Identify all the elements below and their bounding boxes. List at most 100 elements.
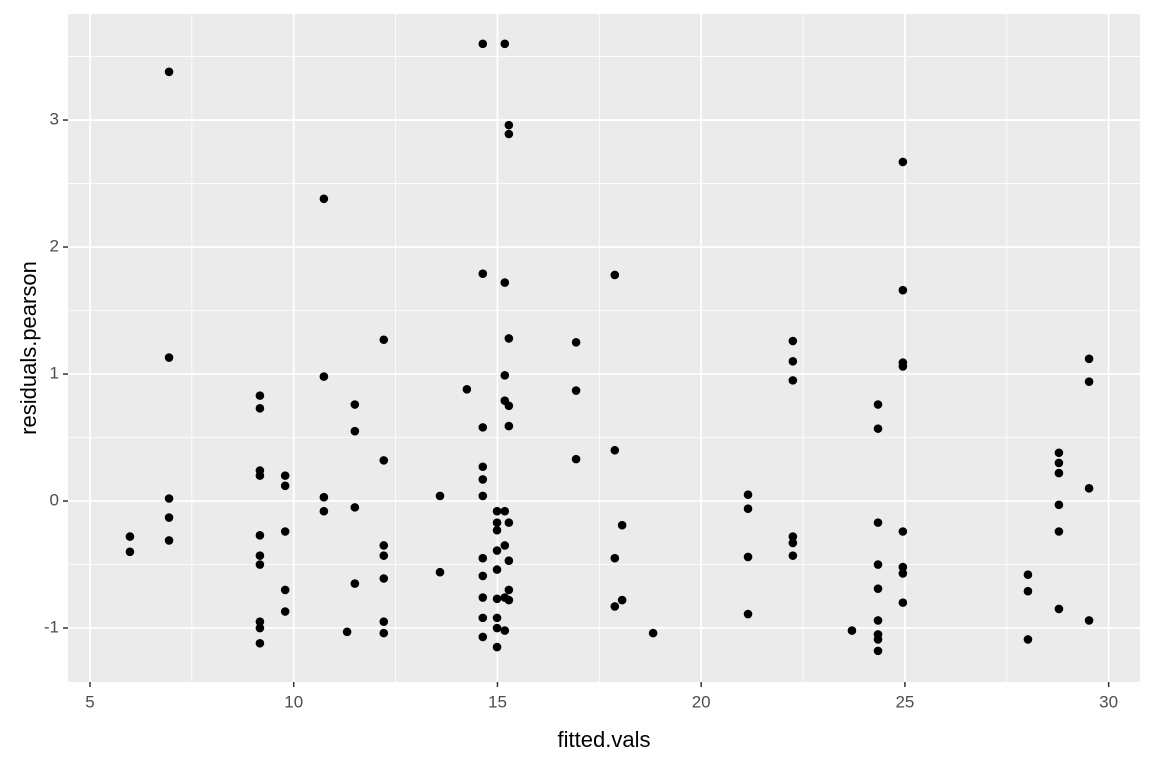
x-tick-label: 20	[692, 692, 711, 711]
point	[610, 270, 620, 280]
point	[350, 503, 360, 512]
point	[898, 598, 908, 607]
point	[873, 560, 883, 569]
panel	[68, 14, 1140, 682]
point	[743, 504, 753, 513]
point	[788, 538, 798, 548]
point	[164, 536, 174, 545]
point	[788, 551, 798, 560]
point	[500, 371, 510, 380]
point	[743, 490, 753, 499]
point	[350, 579, 360, 588]
point	[492, 565, 502, 574]
point	[571, 454, 581, 464]
point	[873, 635, 883, 644]
point	[504, 401, 514, 411]
point	[873, 646, 883, 656]
point	[379, 551, 389, 560]
point	[255, 404, 265, 413]
point	[280, 471, 290, 480]
point	[504, 421, 514, 431]
y-axis-title: residuals.pearson	[16, 261, 41, 435]
point	[788, 336, 798, 346]
point	[164, 67, 174, 77]
point	[610, 553, 620, 563]
point	[319, 194, 329, 204]
x-axis-title: fitted.vals	[558, 727, 651, 752]
point	[610, 445, 620, 455]
point	[873, 584, 883, 593]
x-tick-label: 15	[488, 692, 507, 711]
point	[648, 628, 658, 638]
point	[379, 628, 389, 638]
point	[504, 334, 514, 343]
point	[478, 613, 488, 623]
point	[1084, 616, 1094, 625]
point	[873, 424, 883, 433]
point	[788, 376, 798, 385]
point	[492, 613, 502, 623]
point	[379, 335, 389, 345]
point	[500, 39, 510, 49]
x-tick-label: 5	[85, 692, 94, 711]
point	[478, 553, 488, 563]
point	[500, 278, 510, 287]
point	[898, 527, 908, 536]
point	[379, 541, 389, 550]
point	[898, 562, 908, 572]
point	[898, 362, 908, 371]
y-tick-label: -1	[44, 618, 59, 637]
point	[164, 353, 174, 362]
point	[319, 372, 329, 381]
point	[743, 552, 753, 562]
point	[1023, 570, 1033, 579]
point	[492, 518, 502, 527]
point	[379, 617, 389, 626]
y-tick-label: 1	[50, 364, 59, 383]
point	[255, 551, 265, 560]
point	[504, 556, 514, 566]
point	[898, 157, 908, 167]
point	[1054, 448, 1064, 458]
point	[462, 384, 472, 394]
point	[255, 471, 265, 480]
point	[743, 609, 753, 619]
point	[617, 595, 627, 605]
point	[1084, 484, 1094, 493]
point	[788, 357, 798, 366]
point	[319, 492, 329, 502]
x-tick-label: 25	[895, 692, 914, 711]
ticks: 5 10 15 20 25 30 -1 0 1 2 3	[44, 110, 1118, 712]
point	[617, 520, 627, 530]
point	[504, 129, 514, 139]
x-tick-label: 30	[1099, 692, 1118, 711]
point	[492, 506, 502, 516]
point	[280, 607, 290, 616]
point	[504, 595, 514, 605]
point	[571, 337, 581, 347]
point	[500, 626, 510, 635]
point	[478, 462, 488, 472]
point	[164, 513, 174, 522]
point	[478, 593, 488, 602]
point	[1054, 500, 1064, 510]
point	[847, 626, 857, 635]
point	[342, 627, 352, 637]
point	[1054, 458, 1064, 468]
point	[1054, 604, 1064, 614]
point	[478, 269, 488, 279]
point	[379, 574, 389, 583]
point	[255, 560, 265, 569]
y-tick-label: 0	[50, 491, 59, 510]
point	[350, 400, 360, 409]
point	[280, 585, 290, 595]
point	[1084, 354, 1094, 364]
point	[350, 426, 360, 436]
point	[435, 491, 445, 501]
point	[478, 571, 488, 581]
point	[1023, 586, 1033, 596]
point	[1054, 527, 1064, 536]
point	[873, 616, 883, 625]
point	[571, 386, 581, 395]
